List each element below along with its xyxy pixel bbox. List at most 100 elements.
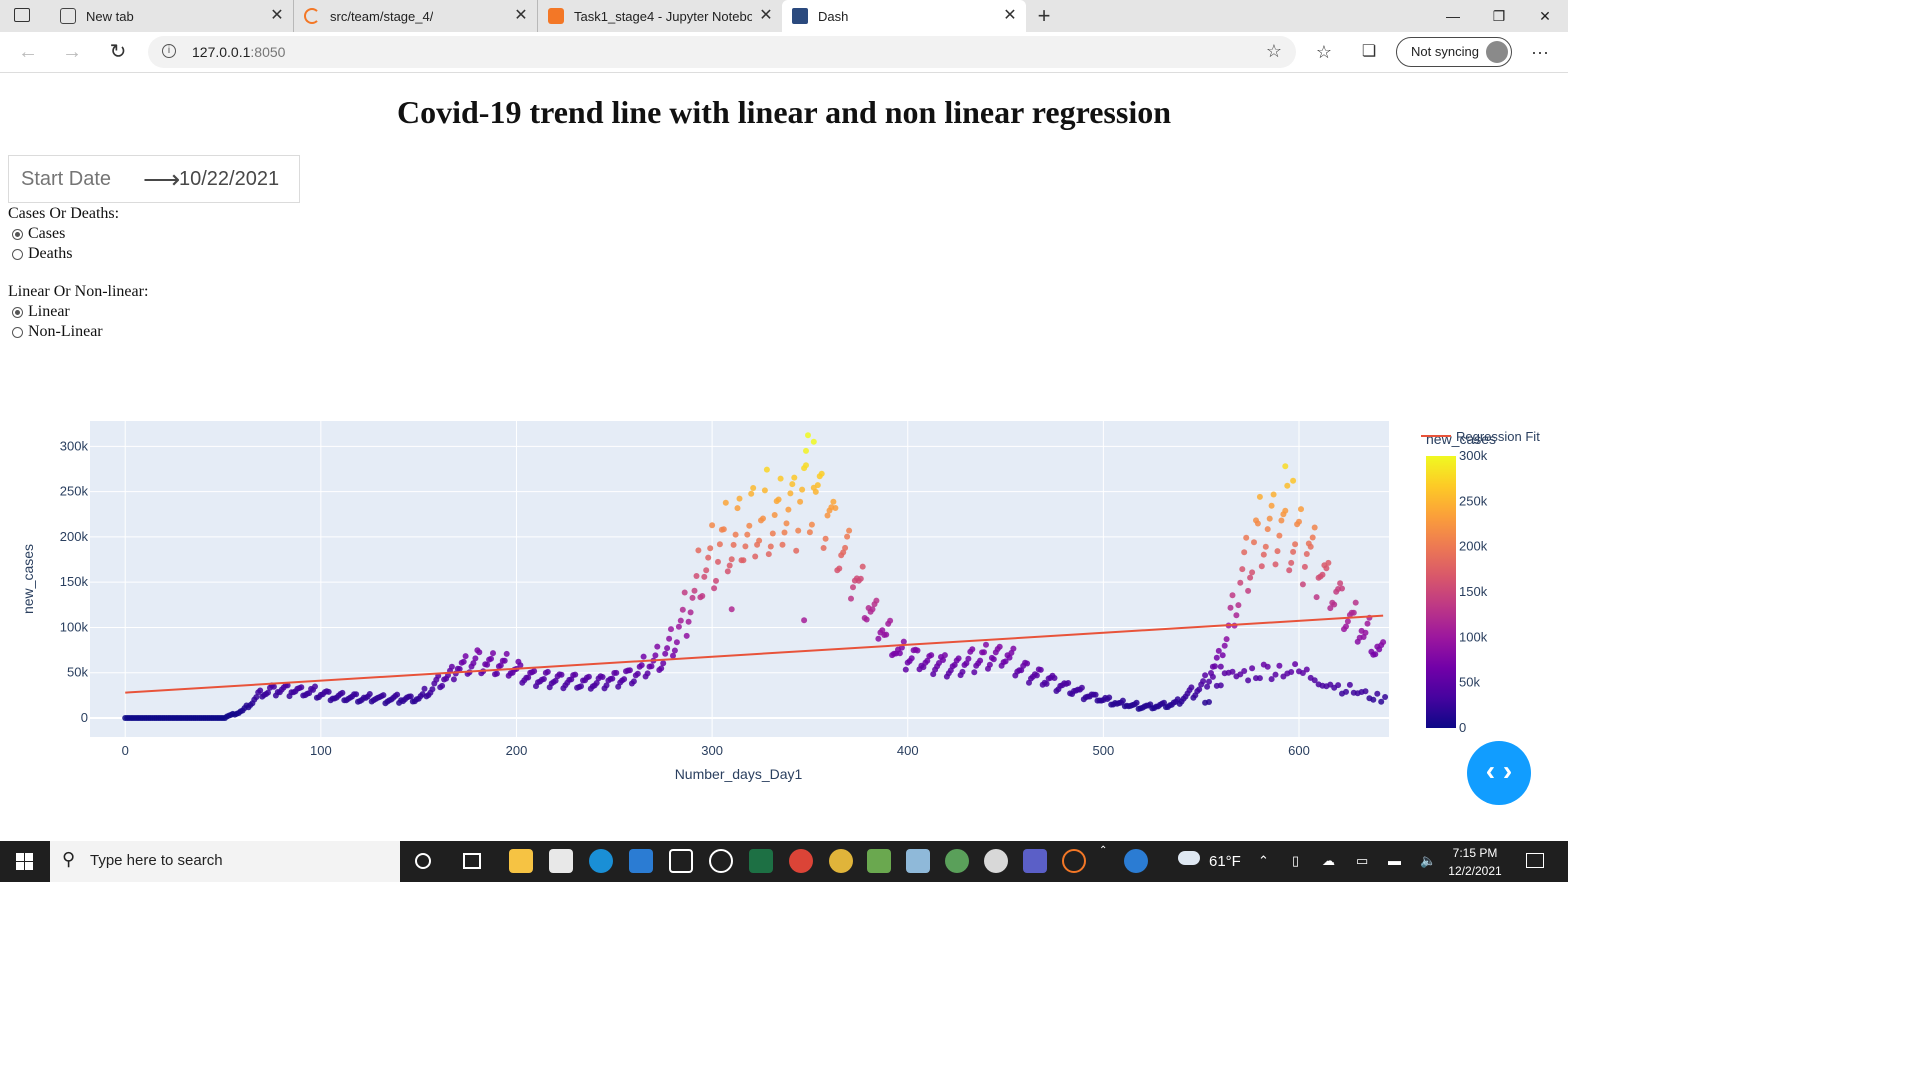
app-icon[interactable]: [867, 849, 891, 873]
radio-linear[interactable]: Linear: [12, 303, 70, 321]
chrome-icon[interactable]: [789, 849, 813, 873]
windows-start-icon[interactable]: [16, 853, 33, 870]
info-icon[interactable]: i: [162, 44, 176, 58]
data-point: [1282, 463, 1289, 470]
data-point: [863, 616, 870, 623]
show-hidden-icons-icon[interactable]: ⌃: [1258, 853, 1269, 868]
taskbar-clock[interactable]: 7:15 PM 12/2/2021: [1440, 844, 1510, 880]
legend-label: Regression Fit: [1456, 429, 1540, 444]
chrome-profile-icon[interactable]: [829, 849, 853, 873]
teams-icon[interactable]: [1023, 849, 1047, 873]
radio-button[interactable]: [12, 248, 23, 260]
regression-chart[interactable]: 0 100 200 300 400 500 600 0 50k 100k 150k 200k 250k 3…: [0, 400, 1568, 800]
data-point: [662, 650, 669, 657]
data-point: [1362, 629, 1369, 636]
data-point: [501, 657, 508, 664]
data-point: [603, 682, 610, 689]
jupyter-taskbar-icon[interactable]: [1062, 849, 1086, 873]
mail-icon[interactable]: [629, 849, 653, 873]
data-point: [652, 652, 659, 659]
notes-icon[interactable]: [906, 849, 930, 873]
data-point: [1370, 696, 1377, 703]
data-point: [353, 691, 360, 698]
data-point: [671, 647, 678, 654]
tab-task1-stage4[interactable]: Task1_stage4 - Jupyter Notebook ✕: [538, 0, 782, 32]
data-point: [803, 462, 809, 469]
dropbox-icon[interactable]: [669, 849, 693, 873]
close-icon[interactable]: ✕: [514, 7, 528, 24]
tray-device-icon[interactable]: ▯: [1292, 853, 1300, 868]
date-range-picker[interactable]: Start Date ⟶ 10/22/2021: [8, 155, 300, 203]
data-point: [832, 505, 839, 511]
data-point: [609, 675, 616, 682]
data-point: [908, 655, 915, 662]
end-date-input[interactable]: 10/22/2021: [179, 168, 280, 190]
radio-button-selected[interactable]: [12, 306, 23, 318]
taskbar-search-box[interactable]: ⚲ Type here to search: [50, 841, 400, 882]
data-point: [797, 498, 804, 505]
cortana-icon[interactable]: [415, 853, 431, 869]
github-icon[interactable]: [709, 849, 733, 873]
radio-deaths[interactable]: Deaths: [12, 245, 72, 263]
onedrive-icon[interactable]: ☁: [1322, 853, 1335, 868]
data-point: [1303, 666, 1310, 673]
tab-dash[interactable]: Dash ✕: [782, 0, 1026, 32]
dash-icon: [792, 8, 808, 24]
close-icon[interactable]: ✕: [270, 7, 284, 24]
radio-button-selected[interactable]: [12, 228, 23, 240]
data-point: [983, 641, 989, 648]
close-icon[interactable]: ✕: [1003, 7, 1017, 24]
more-menu-icon[interactable]: ···: [1531, 42, 1549, 62]
close-icon[interactable]: ✕: [759, 7, 773, 24]
url-field[interactable]: i 127.0.0.1:8050 ☆: [148, 36, 1296, 68]
radio-cases[interactable]: Cases: [12, 225, 65, 243]
data-point: [869, 606, 876, 613]
add-favorite-icon[interactable]: ☆: [1265, 41, 1282, 61]
minimize-button[interactable]: —: [1446, 8, 1460, 24]
data-point: [844, 533, 851, 540]
battery-icon[interactable]: ▬: [1388, 853, 1401, 868]
data-point: [1270, 491, 1277, 498]
restore-button[interactable]: ❐: [1492, 8, 1506, 24]
forward-button[interactable]: →: [62, 41, 82, 63]
data-point: [734, 505, 741, 512]
radio-nonlinear[interactable]: Non-Linear: [12, 323, 103, 341]
data-point: [470, 660, 477, 667]
new-tab-button[interactable]: +: [1037, 3, 1051, 28]
y-tick-label: 150k: [60, 574, 89, 589]
refresh-button[interactable]: ↻: [109, 41, 127, 63]
data-point: [791, 474, 798, 481]
store-icon[interactable]: [549, 849, 573, 873]
help-icon[interactable]: [1124, 849, 1148, 873]
tab-src-team-stage-4[interactable]: src/team/stage_4/ ✕: [294, 0, 538, 32]
settings-gear-icon[interactable]: [984, 849, 1008, 873]
globe-icon[interactable]: [945, 849, 969, 873]
profile-sync-button[interactable]: Not syncing: [1396, 37, 1512, 67]
start-date-input[interactable]: Start Date: [21, 168, 112, 190]
tab-actions-icon[interactable]: [14, 8, 30, 22]
edge-icon[interactable]: [589, 849, 613, 873]
data-point: [1346, 681, 1353, 688]
display-icon[interactable]: ▭: [1356, 853, 1369, 868]
favorites-icon[interactable]: ☆: [1315, 42, 1333, 62]
data-point: [969, 646, 976, 653]
excel-icon[interactable]: [749, 849, 773, 873]
data-point: [873, 597, 880, 604]
back-button[interactable]: ←: [18, 41, 38, 63]
notifications-icon[interactable]: [1526, 853, 1544, 868]
weather-temp[interactable]: 61°F: [1209, 853, 1241, 870]
task-view-icon[interactable]: [463, 853, 481, 869]
data-point: [585, 673, 592, 680]
volume-icon[interactable]: 🔈: [1420, 853, 1437, 868]
collections-icon[interactable]: ❏: [1361, 43, 1377, 60]
window-close-button[interactable]: ✕: [1539, 8, 1551, 24]
tab-new-tab[interactable]: New tab ✕: [50, 0, 294, 32]
radio-button[interactable]: [12, 326, 23, 338]
weather-icon[interactable]: [1178, 851, 1200, 865]
file-explorer-icon[interactable]: [509, 849, 533, 873]
dash-devtools-button[interactable]: ‹ ›: [1467, 741, 1531, 805]
data-point: [793, 547, 800, 554]
chevron-up-icon[interactable]: ⌃: [1099, 845, 1108, 856]
data-point: [1274, 548, 1281, 555]
data-point: [1196, 686, 1203, 693]
